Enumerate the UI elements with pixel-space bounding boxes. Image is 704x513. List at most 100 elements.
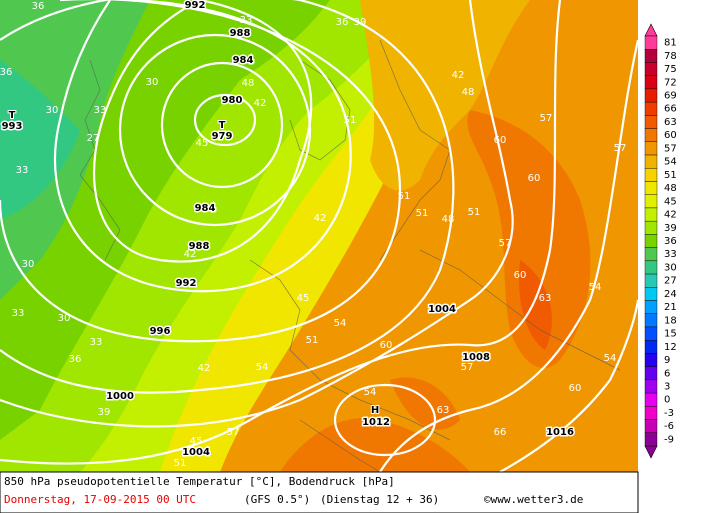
temperature-label: 27 (87, 133, 100, 144)
legend-label: 78 (664, 51, 677, 62)
temperature-label: 30 (146, 77, 159, 88)
legend-label: 51 (664, 170, 677, 181)
legend-swatch (644, 419, 658, 433)
legend-label: 57 (664, 143, 677, 154)
legend-swatch (644, 432, 658, 447)
temperature-label: 36 (0, 67, 12, 78)
pressure-label: 988 (189, 241, 210, 252)
legend-swatch (644, 75, 658, 90)
legend-label: 30 (664, 262, 677, 273)
temperature-label: 54 (256, 362, 269, 373)
temperature-label: 57 (499, 238, 512, 249)
legend-label: 36 (664, 236, 677, 247)
legend-label: 9 (664, 355, 670, 366)
pressure-center-symbol: T (9, 110, 16, 121)
pressure-label: 1016 (546, 427, 574, 438)
map: 992 988 984 980 979 984 988 992 996 1000 1004 1004 1… (0, 0, 638, 472)
legend-swatch (644, 287, 658, 301)
legend-swatch (644, 194, 658, 209)
legend-swatch (644, 273, 658, 288)
temperature-label: 42 (198, 363, 211, 374)
legend-label: 3 (664, 381, 670, 392)
pressure-label: 984 (195, 203, 216, 214)
legend-swatch (644, 260, 658, 275)
legend-label: 39 (664, 223, 677, 234)
temperature-label: 30 (22, 259, 35, 270)
temperature-label: 48 (462, 87, 475, 98)
legend-swatch (644, 35, 658, 50)
legend-label: 81 (664, 38, 677, 49)
legend-label: -3 (664, 408, 674, 419)
footer-title: 850 hPa pseudopotentielle Temperatur [°C… (4, 475, 395, 488)
legend-swatch (644, 128, 658, 143)
legend-label: 48 (664, 183, 677, 194)
isobars (0, 0, 638, 472)
legend-label: -6 (664, 421, 674, 432)
temperature-label: 36 (69, 354, 82, 365)
legend-label: 42 (664, 210, 677, 221)
temperature-label: 42 (184, 249, 197, 260)
temperature-label: 60 (528, 173, 541, 184)
temperature-label: 42 (314, 213, 327, 224)
legend-swatch (644, 181, 658, 195)
pressure-label: 1012 (362, 417, 390, 428)
legend-label: 72 (664, 77, 677, 88)
legend-swatch (644, 300, 658, 314)
temperature-label: 54 (604, 353, 617, 364)
legend-label: 18 (664, 315, 677, 326)
temperature-label: 54 (589, 282, 602, 293)
temperature-label: 33 (240, 15, 253, 26)
legend-swatch (644, 168, 658, 182)
temperature-label: 57 (461, 362, 474, 373)
legend-swatch (644, 339, 658, 354)
temperature-label: 66 (494, 427, 507, 438)
temperature-label: 48 (442, 214, 455, 225)
legend-swatch (644, 406, 658, 420)
legend-label: 66 (664, 104, 677, 115)
temperature-label: 36 (32, 1, 45, 12)
legend-swatch (644, 207, 658, 222)
temperature-label: 51 (468, 207, 481, 218)
legend-swatch (644, 101, 658, 116)
temperature-label: 45 (190, 436, 203, 447)
pressure-label: 1004 (428, 304, 456, 315)
pressure-label: 996 (150, 326, 171, 337)
pressure-label: 988 (230, 28, 251, 39)
pressure-label: 993 (2, 121, 23, 132)
legend-swatch (644, 313, 658, 328)
color-legend: 8178757269666360575451484542393633302724… (644, 23, 677, 459)
temperature-label: 60 (569, 383, 582, 394)
legend-swatch (644, 115, 658, 129)
legend-label: 27 (664, 276, 677, 287)
temperature-label: 57 (227, 427, 240, 438)
temperature-label: 51 (306, 335, 319, 346)
temperature-label: 42 (254, 98, 267, 109)
legend-swatch (644, 392, 658, 407)
legend-swatch (644, 220, 658, 235)
pressure-label: 1004 (182, 447, 210, 458)
legend-swatch (644, 366, 658, 381)
pressure-center-symbol: T (219, 120, 226, 131)
temperature-label: 48 (242, 78, 255, 89)
pressure-center-symbol: H (371, 405, 379, 416)
temperature-label: 54 (364, 387, 377, 398)
legend-label: 63 (664, 117, 677, 128)
temperature-label: 54 (334, 318, 347, 329)
temperature-label: 36 (336, 17, 349, 28)
temperature-label: 60 (380, 340, 393, 351)
legend-label: 0 (664, 395, 670, 406)
legend-label: 69 (664, 91, 677, 102)
temperature-label: 39 (98, 407, 111, 418)
temperature-label: 30 (58, 313, 71, 324)
pressure-label: 992 (176, 278, 197, 289)
legend-label: 33 (664, 249, 677, 260)
temperature-label: 51 (398, 191, 411, 202)
legend-swatch (644, 88, 658, 103)
temperature-label: 51 (416, 208, 429, 219)
footer-box (0, 471, 639, 513)
map-labels: 992 988 984 980 979 984 988 992 996 1000 1004 1004 1… (0, 0, 626, 469)
legend-label: 24 (664, 289, 677, 300)
pressure-label: 980 (222, 95, 243, 106)
coastlines (79, 39, 621, 472)
